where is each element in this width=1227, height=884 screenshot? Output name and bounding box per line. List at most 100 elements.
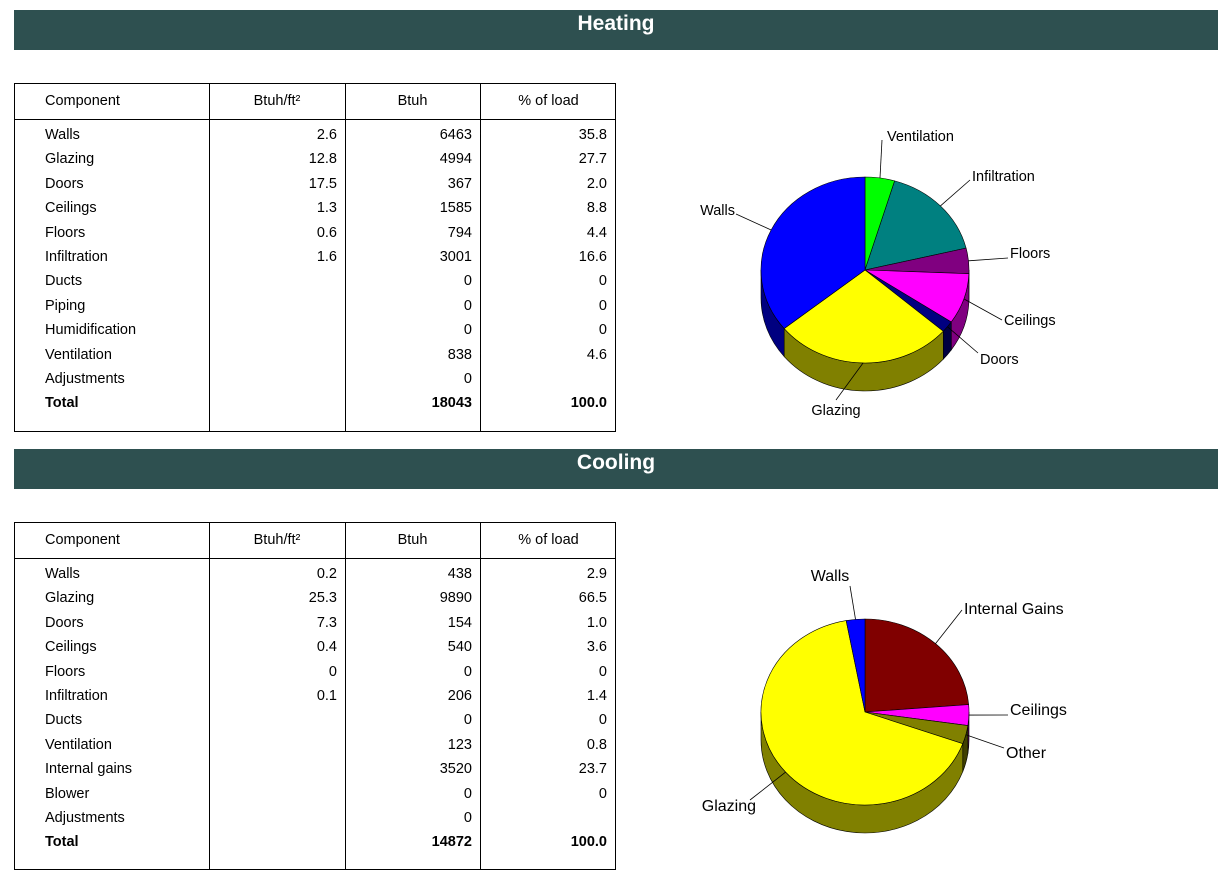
cell-component: Infiltration: [45, 688, 108, 704]
pie-label-glazing: Glazing: [702, 798, 756, 815]
pie-leader-line: [735, 213, 772, 231]
cell-btuh: 794: [447, 224, 472, 241]
cell-component: Adjustments: [45, 371, 125, 387]
cell-btuh: 4994: [439, 151, 472, 168]
pie-leader-line: [965, 734, 1005, 749]
cell-pct-load: 2.0: [586, 175, 607, 192]
cell-pct-load: 3.6: [586, 639, 607, 656]
cell-btuh: 3520: [439, 761, 472, 778]
pie-label-doors: Doors: [980, 352, 1019, 368]
cell-btuh: 206: [447, 688, 472, 704]
pie-label-ventilation: Ventilation: [887, 129, 954, 145]
cell-btuh-ft2: 12.8: [308, 151, 337, 168]
pie-leader-line: [940, 179, 971, 207]
cell-btuh-ft2: 17.5: [308, 175, 337, 192]
cell-btuh: 0: [463, 322, 472, 339]
cell-component: Adjustments: [45, 810, 125, 826]
cell-pct-load: 66.5: [578, 590, 607, 607]
cell-pct-load: 100.0: [570, 395, 607, 412]
pie-leader-line: [849, 585, 856, 620]
cell-btuh: 14872: [431, 834, 472, 851]
cell-component: Floors: [45, 663, 86, 680]
heating-table: Component Btuh/ft² Btuh % of load Walls 2…: [14, 83, 616, 432]
pie-leader-line: [749, 771, 786, 801]
cell-component: Glazing: [45, 590, 95, 607]
pie-leader-line: [879, 139, 883, 178]
cell-btuh: 838: [447, 346, 472, 363]
cell-component: Walls: [45, 566, 80, 582]
cooling-pie-chart: Internal Gains Ceilings Other Glazing Walls: [702, 568, 1067, 834]
cell-pct-load: 0: [598, 322, 607, 339]
cell-btuh-ft2: 1.3: [316, 200, 337, 217]
cell-pct-load: 0: [598, 297, 607, 314]
cell-component: Total: [45, 395, 79, 412]
cooling-banner: Cooling: [14, 449, 1218, 489]
pie-slice-infiltration: [864, 180, 967, 271]
pie-slice-walls: [845, 618, 866, 713]
cell-component: Infiltration: [45, 249, 108, 265]
pie-label-ceilings: Ceilings: [1004, 313, 1056, 329]
cell-pct-load: 4.6: [586, 346, 607, 363]
pie-label-internal-gains: Internal Gains: [964, 601, 1064, 618]
cell-btuh: 9890: [439, 590, 472, 607]
cell-btuh-ft2: 2.6: [316, 127, 337, 143]
cell-pct-load: 1.4: [586, 688, 607, 704]
cell-pct-load: 27.7: [578, 151, 607, 168]
cell-pct-load: 16.6: [578, 249, 607, 265]
cell-btuh-ft2: 0: [328, 663, 337, 680]
col-header-component: Component: [45, 93, 120, 109]
cell-btuh-ft2: 1.6: [316, 249, 337, 265]
cell-btuh-ft2: 25.3: [308, 590, 337, 607]
pie-leader-line: [935, 609, 963, 644]
pie-leader-line: [947, 326, 979, 354]
cell-btuh: 123: [447, 736, 472, 753]
col-header-btuh-ft2: Btuh/ft²: [253, 532, 301, 548]
cell-component: Total: [45, 834, 79, 851]
cell-component: Doors: [45, 614, 84, 631]
col-header-component: Component: [45, 532, 120, 548]
cell-btuh: 367: [447, 175, 472, 192]
pie-leader-line: [968, 257, 1009, 262]
cell-pct-load: 23.7: [578, 761, 607, 778]
cell-btuh: 1585: [439, 200, 472, 217]
heating-pie-chart: Ventilation Infiltration Floors Ceilings Doo…: [700, 129, 1056, 419]
cell-btuh-ft2: 0.6: [316, 224, 337, 241]
cell-pct-load: 0: [598, 663, 607, 680]
cell-component: Glazing: [45, 151, 95, 168]
cell-btuh-ft2: 0.4: [316, 639, 337, 656]
cell-btuh: 154: [447, 614, 472, 631]
cell-component: Internal gains: [45, 761, 133, 778]
cell-pct-load: 8.8: [586, 200, 607, 217]
cooling-title: Cooling: [576, 451, 656, 474]
pie-label-ceilings: Ceilings: [1010, 702, 1067, 719]
col-header-btuh: Btuh: [397, 532, 428, 548]
cell-btuh: 6463: [439, 127, 472, 143]
pie-label-other: Other: [1006, 745, 1047, 762]
cell-component: Ducts: [45, 712, 83, 729]
cell-btuh: 0: [463, 663, 472, 680]
cell-component: Piping: [45, 297, 86, 314]
pie-label-glazing: Glazing: [811, 403, 860, 419]
cell-pct-load: 4.4: [586, 224, 607, 241]
pie-slice-walls: [760, 176, 866, 329]
pie-label-infiltration: Infiltration: [972, 169, 1035, 185]
cell-pct-load: 2.9: [586, 566, 607, 582]
pie-label-walls: Walls: [811, 568, 850, 585]
cell-component: Blower: [45, 785, 90, 802]
cell-component: Ventilation: [45, 736, 112, 753]
cell-btuh: 0: [463, 712, 472, 729]
cell-btuh-ft2: 7.3: [316, 614, 337, 631]
col-header-pct-load: % of load: [518, 93, 579, 109]
pie-leader-line: [835, 362, 864, 401]
cell-btuh: 0: [463, 371, 472, 387]
cell-pct-load: 1.0: [586, 614, 607, 631]
cell-pct-load: 35.8: [578, 127, 607, 143]
cell-component: Walls: [45, 127, 80, 143]
cell-pct-load: 100.0: [570, 834, 607, 851]
cell-component: Ceilings: [45, 639, 97, 656]
cell-btuh: 18043: [431, 395, 472, 412]
cell-btuh: 540: [447, 639, 472, 656]
cell-pct-load: 0: [598, 712, 607, 729]
cell-btuh: 0: [463, 810, 472, 826]
cell-component: Ceilings: [45, 200, 97, 217]
